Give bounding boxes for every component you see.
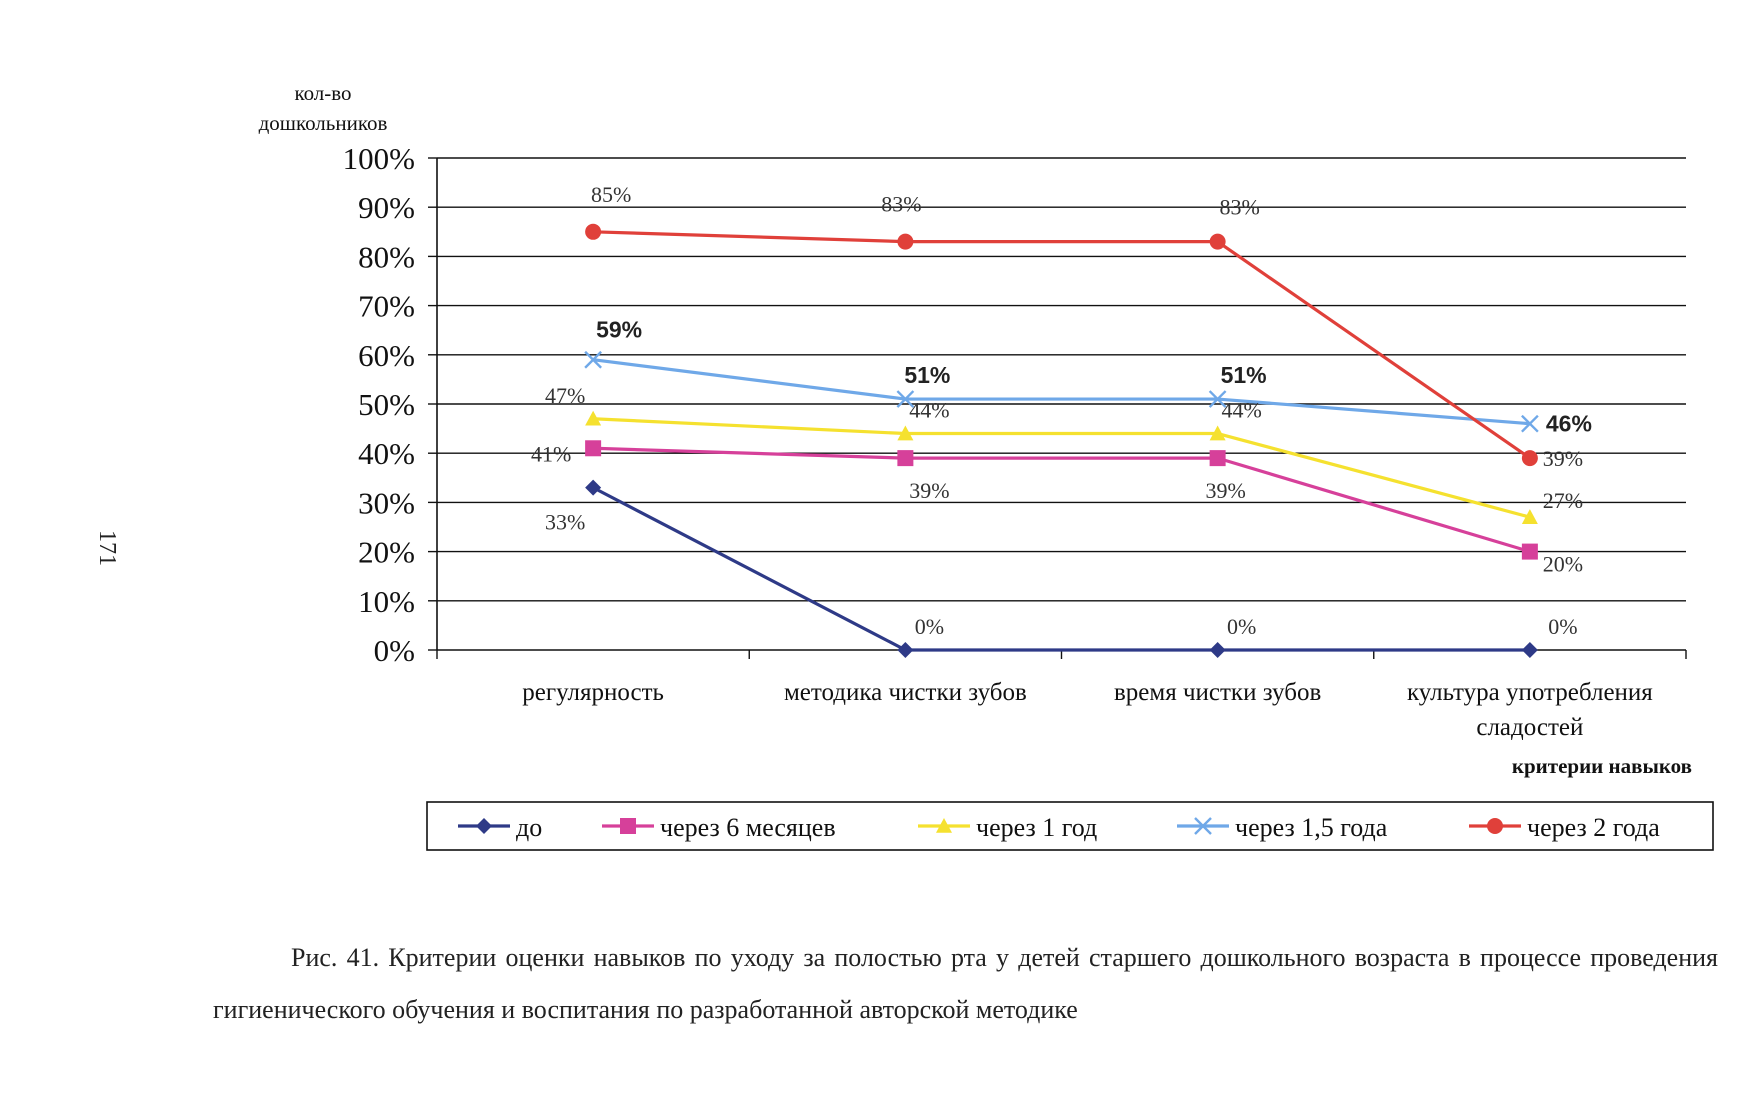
axes: 0% 10% 20% 30% 40% 50% 60% 70% 80% 90% 100% регуляр… xyxy=(259,81,1692,778)
y-tick-label: 20% xyxy=(358,535,415,570)
triangle-marker xyxy=(897,425,914,441)
y-tick-label: 40% xyxy=(358,436,415,471)
data-label: 51% xyxy=(904,362,950,388)
x-tick-label: культура употребления xyxy=(1407,679,1653,706)
data-label: 33% xyxy=(545,510,585,535)
x-tick-label: сладостей xyxy=(1476,714,1583,741)
y-tick-label: 90% xyxy=(358,190,415,225)
square-marker xyxy=(1209,450,1226,467)
data-label: 59% xyxy=(596,317,642,343)
data-label: 27% xyxy=(1543,488,1583,513)
diamond-marker xyxy=(1209,642,1226,658)
x-axis-title: критерии навыков xyxy=(1512,754,1692,778)
x-tick-label: регулярность xyxy=(522,679,664,706)
x-marker-stroke xyxy=(584,350,602,369)
y-tick-label: 70% xyxy=(358,289,415,324)
y-tick-label: 10% xyxy=(358,584,415,619)
data-label: 20% xyxy=(1543,552,1583,577)
figure-caption: Рис. 41. Критерии оценки навыков по уход… xyxy=(213,943,1718,1024)
y-tick-label: 60% xyxy=(358,338,415,373)
diamond-marker xyxy=(585,479,602,496)
x-tick-label: время чистки зубов xyxy=(1114,679,1321,706)
x-marker xyxy=(584,350,602,369)
square-marker xyxy=(897,450,914,467)
data-label: 0% xyxy=(915,614,944,639)
triangle-marker xyxy=(1209,425,1226,441)
triangle-marker xyxy=(1521,509,1538,524)
x-marker-stroke xyxy=(1208,390,1227,408)
series-1-line xyxy=(592,486,1530,652)
series-5-line xyxy=(593,230,1531,460)
data-label: 85% xyxy=(591,182,631,207)
data-label: 39% xyxy=(1205,478,1245,503)
x-marker xyxy=(1194,817,1212,835)
circle-marker xyxy=(897,233,914,250)
series-3-line xyxy=(593,417,1531,519)
square-marker xyxy=(1521,543,1538,560)
x-marker xyxy=(896,390,915,408)
page-number: 171 xyxy=(94,530,120,566)
diamond-marker xyxy=(897,642,914,658)
y-tick-label: 30% xyxy=(358,485,415,520)
y-axis-title: дошкольников xyxy=(259,111,388,135)
series-2-line xyxy=(593,446,1531,554)
data-label: 44% xyxy=(909,398,949,423)
triangle-marker xyxy=(936,818,952,833)
data-label: 46% xyxy=(1546,411,1592,437)
data-labels: 33% 0% 0% 0% 41% 39% 39% 20% 47% 44% 44% 27% 59% 51% 5… xyxy=(531,182,1592,639)
legend-entry: через 1,5 года xyxy=(1235,813,1388,842)
circle-marker xyxy=(1487,818,1503,834)
square-marker xyxy=(585,440,602,457)
data-label: 0% xyxy=(1227,614,1256,639)
data-label: 41% xyxy=(531,441,571,466)
y-tick-label: 0% xyxy=(374,633,415,668)
legend-entry: через 6 месяцев xyxy=(660,813,836,842)
data-label: 39% xyxy=(1543,446,1583,471)
data-label: 51% xyxy=(1221,362,1267,388)
grid-lines xyxy=(437,157,1686,602)
data-label: 83% xyxy=(1219,195,1259,220)
triangle-marker xyxy=(585,410,602,426)
series-4-line xyxy=(592,358,1531,426)
y-tick-label: 50% xyxy=(358,387,415,422)
series-lines xyxy=(584,223,1539,658)
y-axis-title: кол-во xyxy=(294,81,351,105)
diamond-marker xyxy=(476,818,492,834)
legend-entry: до xyxy=(516,813,542,842)
data-label: 44% xyxy=(1221,398,1261,423)
data-label: 39% xyxy=(909,478,949,503)
legend: до через 6 месяцев через 1 год через 1,5 го… xyxy=(426,801,1714,851)
circle-marker xyxy=(585,223,602,240)
data-label: 83% xyxy=(881,192,921,217)
x-marker xyxy=(1208,390,1227,408)
x-marker-stroke xyxy=(1521,414,1539,433)
data-label: 0% xyxy=(1548,614,1577,639)
legend-entry: через 2 года xyxy=(1527,813,1660,842)
x-marker-stroke xyxy=(1194,817,1212,835)
legend-entry: через 1 год xyxy=(976,813,1097,842)
diamond-marker xyxy=(1521,642,1538,658)
data-label: 47% xyxy=(545,383,585,408)
y-tick-label: 100% xyxy=(343,141,415,176)
circle-marker xyxy=(1521,450,1538,467)
x-marker xyxy=(1521,414,1539,433)
y-tick-label: 80% xyxy=(358,239,415,274)
square-marker xyxy=(620,818,636,834)
circle-marker xyxy=(1209,233,1226,250)
x-marker-stroke xyxy=(896,390,915,408)
x-tick-label: методика чистки зубов xyxy=(784,679,1027,706)
